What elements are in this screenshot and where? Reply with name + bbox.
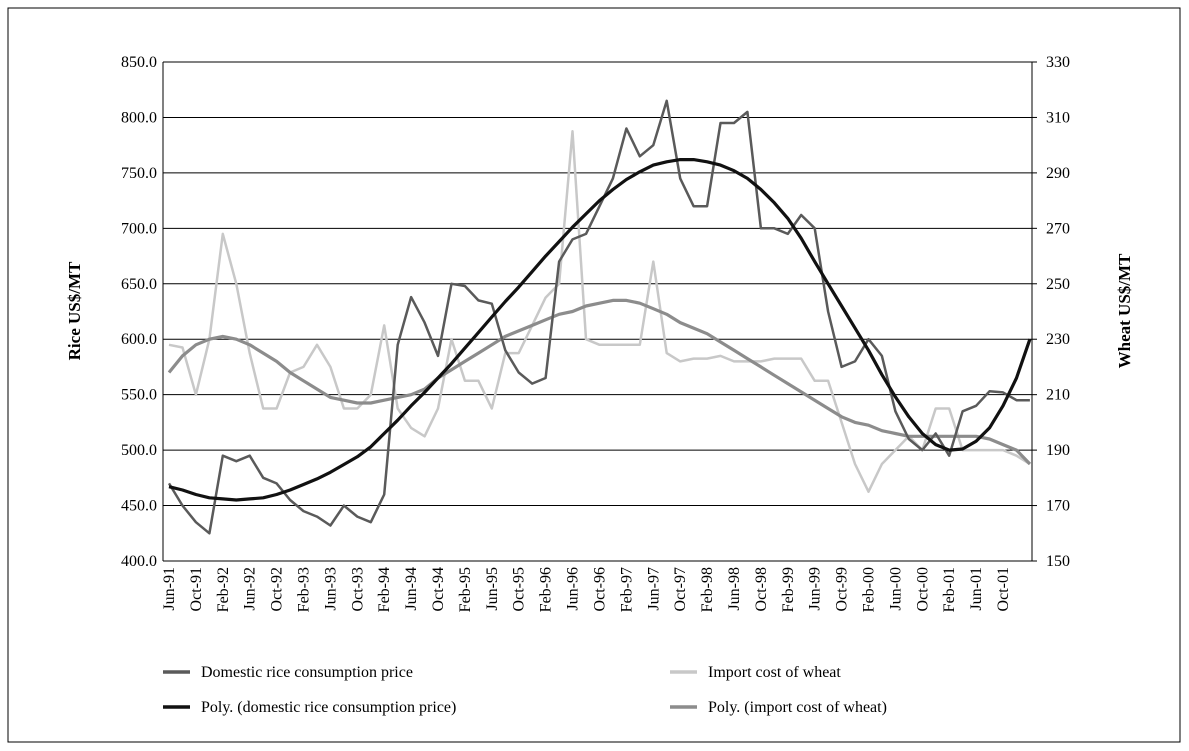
x-tick-label: Feb-97	[618, 567, 635, 612]
y2-tick-label: 190	[1046, 442, 1070, 459]
x-tick-label: Oct-98	[753, 567, 770, 611]
y2-tick-label: 310	[1046, 109, 1070, 126]
x-tick-label: Oct-97	[672, 567, 689, 611]
x-tick-label: Jun-98	[726, 567, 743, 611]
y2-tick-label: 290	[1046, 165, 1070, 182]
y-tick-label: 550.0	[121, 387, 157, 404]
x-tick-label: Oct-91	[188, 567, 205, 611]
y-tick-label: 500.0	[121, 442, 157, 459]
x-tick-label: Jun-93	[322, 567, 339, 611]
x-tick-label: Oct-00	[914, 567, 931, 611]
x-tick-label: Feb-95	[457, 567, 474, 612]
y2-tick-label: 210	[1046, 387, 1070, 404]
x-tick-label: Oct-99	[834, 567, 851, 611]
x-tick-label: Feb-00	[860, 567, 877, 612]
x-tick-label: Oct-95	[511, 567, 528, 611]
y2-tick-label: 330	[1046, 54, 1070, 71]
y2-tick-label: 230	[1046, 331, 1070, 348]
series-line	[167, 298, 1032, 466]
legend-label: Poly. (import cost of wheat)	[708, 699, 887, 716]
x-tick-label: Jun-91	[161, 567, 178, 611]
x-tick-label: Jun-92	[242, 567, 259, 611]
x-tick-label: Feb-94	[376, 567, 393, 612]
series-line	[168, 158, 1032, 502]
x-tick-label: Oct-94	[430, 567, 447, 611]
x-tick-label: Feb-98	[699, 567, 716, 612]
y-tick-label: 400.0	[121, 553, 157, 570]
y-tick-label: 450.0	[121, 498, 157, 515]
y-tick-label: 600.0	[121, 331, 157, 348]
x-tick-label: Jun-99	[807, 567, 824, 611]
legend-label: Import cost of wheat	[708, 664, 841, 681]
x-tick-label: Feb-96	[538, 567, 555, 612]
series-line	[167, 99, 1030, 535]
x-tick-label: Feb-93	[296, 567, 313, 612]
y2-axis-title: Wheat US$/MT	[1115, 253, 1134, 368]
legend-label: Domestic rice consumption price	[201, 664, 413, 681]
series-line	[168, 130, 1031, 493]
y2-tick-label: 170	[1046, 498, 1070, 515]
x-tick-label: Jun-96	[565, 567, 582, 611]
y-tick-label: 750.0	[121, 165, 157, 182]
x-tick-label: Jun-94	[403, 567, 420, 611]
x-tick-label: Oct-93	[349, 567, 366, 611]
y2-tick-label: 150	[1046, 553, 1070, 570]
x-tick-label: Feb-99	[780, 567, 797, 612]
y-tick-label: 850.0	[121, 54, 157, 71]
y-tick-label: 800.0	[121, 109, 157, 126]
x-tick-label: Jun-01	[968, 567, 985, 611]
y2-tick-label: 270	[1046, 220, 1070, 237]
x-tick-label: Feb-01	[941, 567, 958, 612]
y-tick-label: 700.0	[121, 220, 157, 237]
x-tick-label: Feb-92	[215, 567, 232, 612]
chart-frame	[7, 7, 1181, 743]
x-tick-label: Jun-95	[484, 567, 501, 611]
x-tick-label: Jun-97	[645, 567, 662, 611]
x-tick-label: Oct-01	[995, 567, 1012, 611]
y-axis-title: Rice US$/MT	[65, 261, 84, 360]
x-tick-label: Jun-00	[887, 567, 904, 611]
x-tick-label: Oct-92	[269, 567, 286, 611]
y-tick-label: 650.0	[121, 276, 157, 293]
x-tick-label: Oct-96	[591, 567, 608, 611]
legend-label: Poly. (domestic rice consumption price)	[201, 699, 456, 716]
y2-tick-label: 250	[1046, 276, 1070, 293]
